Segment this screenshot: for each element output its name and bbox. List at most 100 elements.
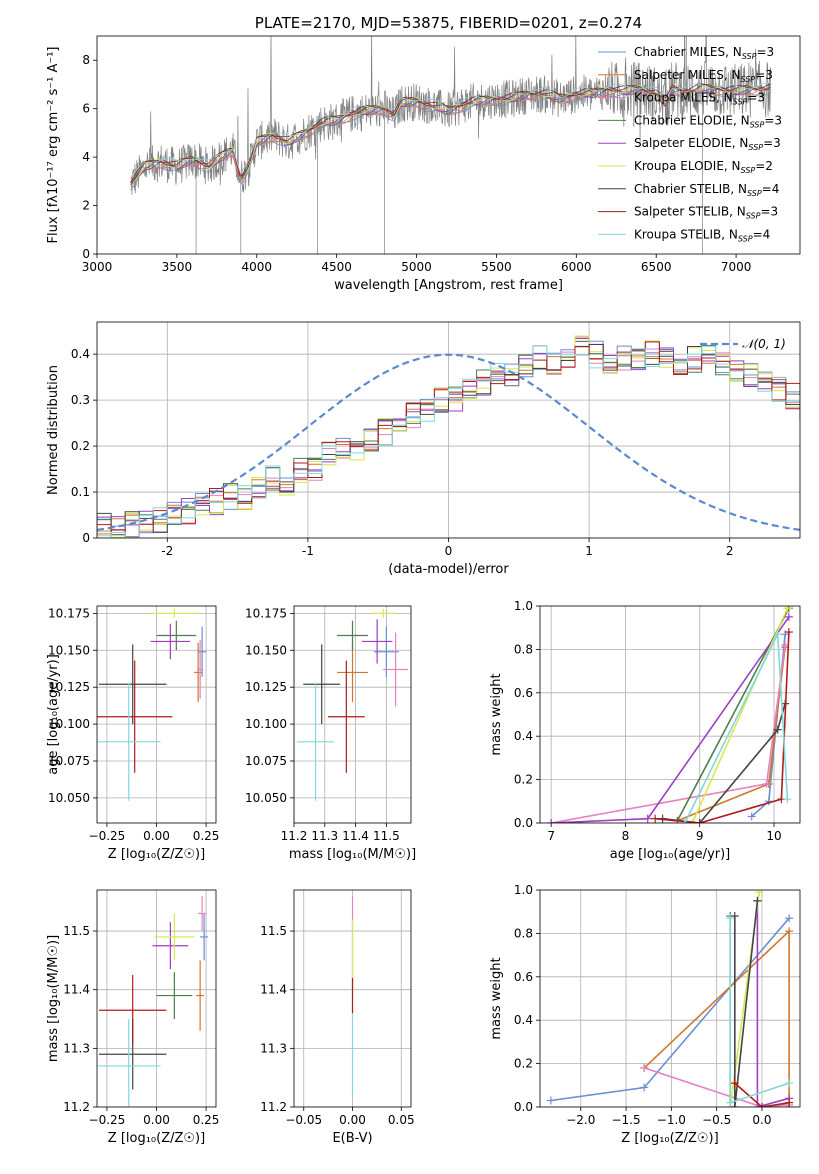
y-tick-label: 0.8 [514, 926, 533, 940]
weight-line-chabrier_stelib [662, 703, 786, 823]
x-tick-label: 6500 [641, 260, 672, 274]
legend-text: Kroupa STELIB, N [634, 227, 738, 241]
y-tick-label: 10.150 [245, 643, 287, 657]
legend-text: Chabrier ELODIE, N [634, 113, 750, 127]
panel-z-mass-weight: −2.0 −1.5 −1.0 −0.5 0.0 0.0 0.2 0.4 0.6 0.8 1.0 Z [… [489, 883, 801, 1146]
panel-age-mass-weight: 7 8 9 10 0.0 0.2 0.4 0.6 0.8 1.0 age [log₁₀(age/yr… [489, 599, 801, 862]
y-tick-label: 11.2 [63, 1100, 90, 1114]
z-mass-weight-plot-area [540, 890, 800, 1107]
y-axis-label: mass weight [489, 673, 504, 755]
x-tick-label: 5000 [401, 260, 432, 274]
y-tick-label: 0.2 [71, 439, 90, 453]
weight-line-kroupa_miles [643, 1067, 790, 1107]
y-tick-label: 0.2 [514, 773, 533, 787]
z-vs-age-grid [97, 606, 216, 823]
x-tick-label: −0.25 [89, 1113, 126, 1127]
legend-label-chabrier_elodie: Chabrier ELODIE, NSSP=3 [634, 113, 782, 129]
mass-vs-age-plot-area [294, 606, 411, 823]
weight-line-salpeter_elodie [756, 900, 790, 1107]
legend-suffix: =3 [756, 45, 774, 59]
histogram-salpeter_stelib [97, 341, 800, 538]
y-tick-label: 11.4 [63, 983, 90, 997]
legend-label-salpeter_elodie: Salpeter ELODIE, NSSP=3 [634, 136, 781, 152]
x-tick-label: 9 [696, 829, 704, 843]
x-axis-label: E(B-V) [332, 1131, 372, 1146]
legend-text: Chabrier MILES, N [634, 45, 742, 59]
panel-z-vs-age: −0.25 0.00 0.25 10.050 10.075 10.100 10.125 10.… [46, 605, 219, 862]
x-tick-label: 0 [445, 544, 453, 558]
mass-vs-age-frame [293, 605, 412, 824]
observed-spectrum-line [130, 36, 772, 195]
z-vs-age-plot-area [97, 606, 216, 823]
legend-subscript: SSP [746, 212, 761, 221]
y-axis-label: Normed distribution [46, 365, 61, 495]
legend-suffix: =3 [763, 136, 781, 150]
x-tick-label: 5500 [481, 260, 512, 274]
y-tick-label: 1.0 [514, 883, 533, 897]
y-tick-label: 10.100 [48, 717, 90, 731]
z-vs-mass-plot-area [97, 890, 216, 1107]
legend-label-salpeter_stelib: Salpeter STELIB, NSSP=3 [634, 205, 778, 221]
y-axis-label: age [log₁₀(age/yr)] [46, 654, 61, 775]
age-mass-weight-grid [540, 606, 800, 823]
y-tick-label: 10.125 [48, 680, 90, 694]
age-mass-weight-plot-area [540, 606, 800, 823]
legend-text: Salpeter MILES, N [634, 68, 741, 82]
legend-text: Kroupa MILES, N [634, 91, 733, 105]
x-axis-label: Z [log₁₀(Z/Z☉)] [108, 847, 205, 862]
model-line-kroupa_stelib [130, 82, 771, 179]
legend-suffix: =3 [747, 91, 765, 105]
y-tick-label: 11.3 [260, 1041, 287, 1055]
y-tick-label: 10.100 [245, 717, 287, 731]
x-tick-label: 7 [547, 829, 555, 843]
histogram-salpeter_miles [97, 338, 800, 538]
legend-subscript: SSP [738, 234, 753, 243]
y-tick-label: 0.6 [514, 970, 533, 984]
legend-text: Chabrier STELIB, N [634, 182, 747, 196]
legend-label-kroupa_elodie: Kroupa ELODIE, NSSP=2 [634, 159, 773, 175]
y-tick-label: 0 [82, 247, 90, 261]
y-tick-label: 0.8 [514, 642, 533, 656]
legend-suffix: =2 [755, 159, 773, 173]
legend-suffix: =3 [764, 113, 782, 127]
age-mass-weight-frame [539, 605, 801, 824]
x-axis-label: Z [log₁₀(Z/Z☉)] [621, 1131, 718, 1146]
legend-suffix: =3 [760, 205, 778, 219]
legend-suffix: =3 [755, 68, 773, 82]
histogram-chabrier_elodie [97, 340, 800, 538]
y-tick-label: 11.5 [260, 924, 287, 938]
x-tick-label: −1.5 [611, 1113, 640, 1127]
weight-line-chabrier_stelib [733, 900, 759, 1107]
x-axis-label: (data-model)/error [388, 562, 509, 577]
y-tick-label: 0.1 [71, 485, 90, 499]
y-tick-label: 10.050 [48, 791, 90, 805]
y-tick-label: 0.0 [514, 1100, 533, 1114]
histogram-chabrier_miles [97, 340, 800, 538]
x-tick-label: -2 [161, 544, 173, 558]
y-tick-label: 1.0 [514, 599, 533, 613]
x-tick-label: 3000 [82, 260, 113, 274]
y-tick-label: 0.4 [71, 347, 90, 361]
legend-subscript: SSP [742, 52, 757, 61]
legend-subscript: SSP [748, 143, 763, 152]
y-axis-label: Flux [fλ10⁻¹⁷ erg cm⁻² s⁻¹ A⁻¹] [46, 47, 61, 244]
x-tick-label: 0.00 [143, 829, 170, 843]
ebv-vs-mass-plot-area [294, 890, 411, 1107]
x-tick-label: 4000 [241, 260, 272, 274]
x-tick-label: 11.5 [373, 829, 400, 843]
y-tick-label: 0.2 [514, 1057, 533, 1071]
x-tick-label: 11.2 [281, 829, 308, 843]
histogram-kroupa_stelib [97, 345, 800, 538]
x-tick-label: 3500 [162, 260, 193, 274]
y-tick-label: 10.175 [48, 606, 90, 620]
y-tick-label: 0.6 [514, 686, 533, 700]
y-tick-label: 0.4 [514, 1013, 533, 1027]
x-tick-label: 2 [726, 544, 734, 558]
model-line-salpeter_stelib [130, 83, 772, 183]
panel-z-vs-mass: −0.25 0.00 0.25 11.2 11.3 11.4 11.5 Z [log₁₀(Z/… [46, 889, 219, 1146]
y-tick-label: 10.175 [245, 606, 287, 620]
x-tick-label: 11.4 [342, 829, 369, 843]
legend-label-chabrier_miles: Chabrier MILES, NSSP=3 [634, 45, 774, 61]
weight-line-kroupa_elodie [691, 607, 789, 823]
